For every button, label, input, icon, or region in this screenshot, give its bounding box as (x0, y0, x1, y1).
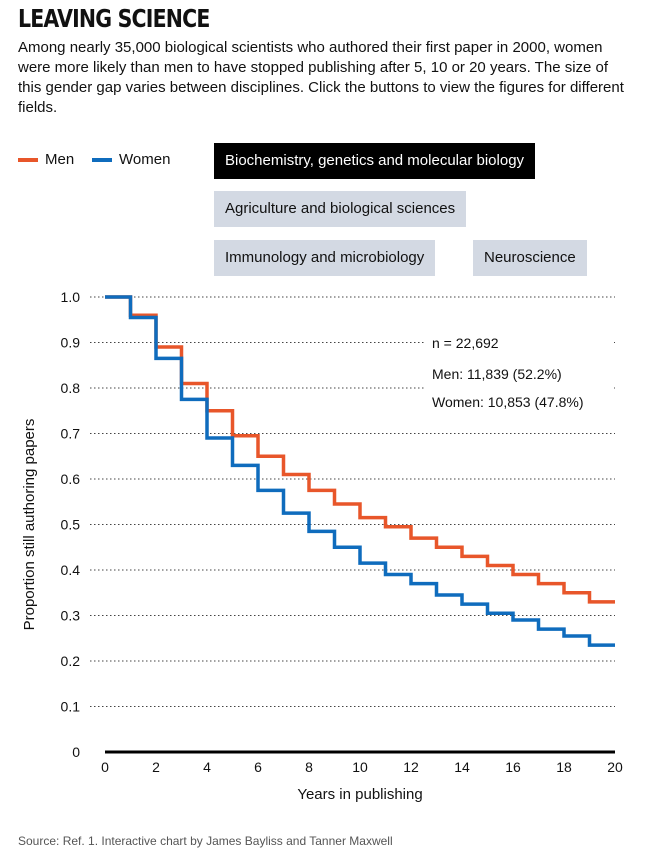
x-tick-label: 14 (454, 759, 470, 775)
legend-item-men: Men (18, 151, 74, 168)
series-lines (105, 295, 615, 647)
x-tick-label: 10 (352, 759, 368, 775)
y-axis-label: Proportion still authoring papers (21, 419, 38, 631)
button-neuroscience[interactable]: Neuroscience (473, 240, 587, 276)
series-line-men (105, 295, 615, 604)
annotation-men: Men: 11,839 (52.2%) (432, 366, 562, 382)
source-note: Source: Ref. 1. Interactive chart by Jam… (18, 834, 393, 848)
legend-swatch-women (92, 157, 112, 162)
legend-label-women: Women (119, 151, 171, 168)
series-line-women (105, 295, 615, 647)
legend-item-women: Women (92, 151, 170, 168)
button-immunology[interactable]: Immunology and microbiology (214, 240, 436, 276)
y-tick-label: 0.1 (61, 699, 81, 715)
x-tick-label: 6 (254, 759, 262, 775)
chart-subtitle: Among nearly 35,000 biological scientist… (18, 39, 624, 116)
x-tick-label: 4 (203, 759, 211, 775)
x-axis-label: Years in publishing (297, 786, 422, 803)
y-tick-label: 0.3 (61, 608, 81, 624)
y-tick-label: 1.0 (61, 289, 81, 305)
y-tick-label: 0.4 (61, 562, 81, 578)
x-tick-label: 12 (403, 759, 419, 775)
x-tick-label: 16 (505, 759, 521, 775)
annotation-background (424, 330, 614, 416)
chart-title: LEAVING SCIENCE (18, 4, 210, 33)
x-tick-label: 2 (152, 759, 160, 775)
button-biochemistry[interactable]: Biochemistry, genetics and molecular bio… (214, 143, 536, 179)
annotation-n: n = 22,692 (432, 335, 499, 351)
x-axis-ticks: 0 2 4 6 8 10 12 14 16 18 20 (101, 759, 623, 775)
y-tick-label: 0.2 (61, 653, 81, 669)
y-tick-label: 0.7 (61, 426, 81, 442)
y-axis-ticks: 0 0.1 0.2 0.3 0.4 0.5 0.6 0.7 0.8 0.9 1.0 (61, 289, 81, 760)
annotation-women: Women: 10,853 (47.8%) (432, 394, 584, 410)
x-tick-label: 8 (305, 759, 313, 775)
x-tick-label: 0 (101, 759, 109, 775)
y-tick-label: 0.9 (61, 335, 81, 351)
y-tick-label: 0.8 (61, 380, 81, 396)
y-tick-label: 0.6 (61, 471, 81, 487)
y-tick-label: 0 (72, 744, 80, 760)
x-tick-label: 20 (607, 759, 623, 775)
x-tick-label: 18 (556, 759, 572, 775)
y-tick-label: 0.5 (61, 517, 81, 533)
legend-swatch-men (18, 157, 38, 162)
button-agriculture[interactable]: Agriculture and biological sciences (214, 191, 467, 227)
legend-label-men: Men (45, 151, 75, 168)
